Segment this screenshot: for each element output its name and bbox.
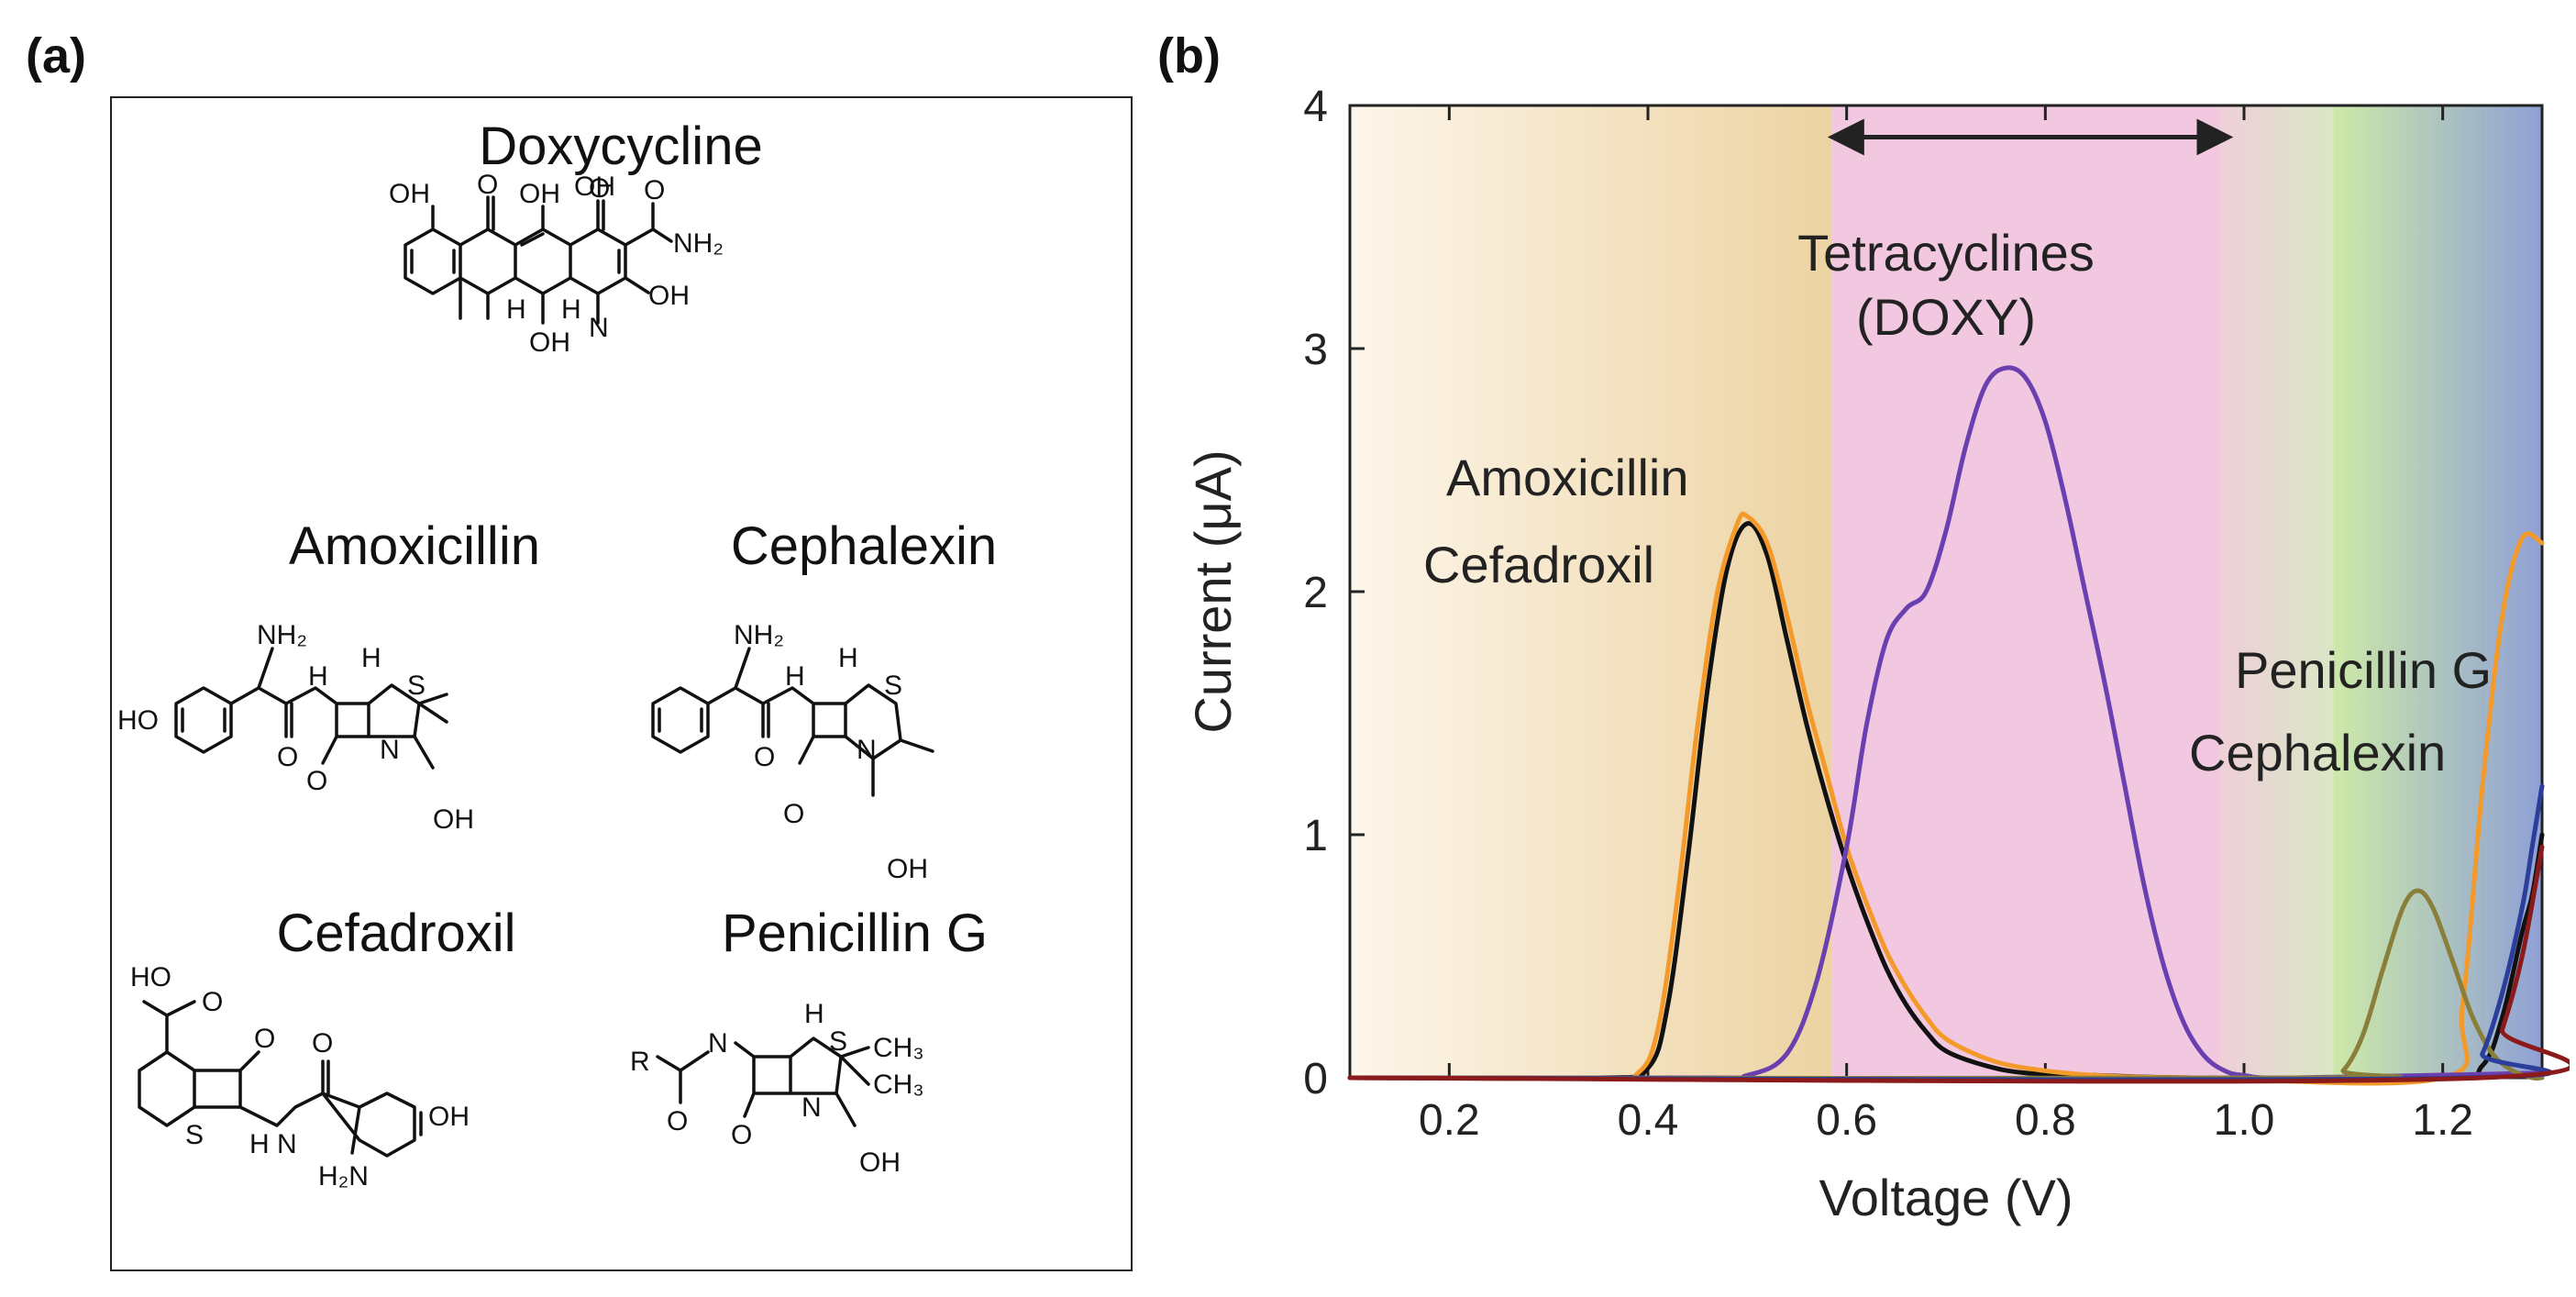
svg-text:H₂N: H₂N — [318, 1161, 369, 1192]
doxycycline-name: Doxycycline — [479, 116, 762, 176]
svg-text:H: H — [506, 294, 526, 325]
transition-region — [2218, 105, 2334, 1078]
svg-text:OH: OH — [648, 281, 690, 311]
x-tick-label: 1.2 — [2412, 1096, 2473, 1145]
svg-text:OH: OH — [428, 1102, 470, 1132]
svg-text:OH: OH — [519, 179, 560, 209]
y-tick-label: 4 — [1303, 87, 1328, 131]
svg-text:N: N — [589, 313, 609, 343]
svg-text:CH₃: CH₃ — [873, 1070, 924, 1100]
svg-text:NH₂: NH₂ — [734, 620, 784, 650]
penicillin-cephalexin-region — [2333, 105, 2542, 1078]
svg-text:O: O — [277, 742, 298, 772]
y-tick-label: 0 — [1303, 1055, 1328, 1103]
annotation-doxy: (DOXY) — [1856, 288, 2036, 346]
x-tick-label: 1.0 — [2214, 1096, 2275, 1145]
cefadroxil-name: Cefadroxil — [276, 903, 515, 963]
amoxicillin-cefadroxil-region — [1350, 105, 1832, 1078]
svg-text:OH: OH — [433, 804, 474, 835]
annotation-layer: Amoxicillin Cefadroxil Tetracyclines (DO… — [1423, 118, 2492, 782]
svg-text:O: O — [667, 1106, 688, 1136]
cephalexin-structure — [651, 647, 934, 797]
svg-text:HO: HO — [130, 962, 171, 992]
svg-text:H: H — [785, 661, 805, 692]
x-tick-label: 0.2 — [1419, 1096, 1480, 1145]
svg-text:O: O — [254, 1024, 275, 1054]
series-layer — [1347, 365, 2570, 1086]
x-tick-label: 0.6 — [1816, 1096, 1877, 1145]
svg-text:H: H — [561, 294, 581, 325]
x-tick-label: 0.8 — [2015, 1096, 2076, 1145]
svg-text:N: N — [802, 1092, 822, 1123]
annotation-tetracyclines: Tetracyclines — [1797, 224, 2095, 282]
svg-text:S: S — [407, 671, 426, 701]
svg-text:NH₂: NH₂ — [673, 228, 724, 259]
svg-text:N: N — [708, 1028, 728, 1059]
svg-text:O: O — [754, 742, 775, 772]
x-axis-title: Voltage (V) — [1819, 1169, 2073, 1226]
svg-text:HO: HO — [117, 705, 159, 736]
svg-text:R: R — [630, 1047, 650, 1077]
annotation-cefadroxil: Cefadroxil — [1423, 536, 1654, 593]
annotation-amoxicillin: Amoxicillin — [1446, 449, 1689, 506]
annotation-cephalexin: Cephalexin — [2189, 724, 2446, 782]
structures-panel: Doxycycline OH O OH OH O O NH₂ OH H H OH… — [110, 96, 1133, 1271]
doxycycline-structure — [404, 195, 673, 325]
annotation-penicillin-g: Penicillin G — [2235, 641, 2492, 699]
voltammetry-chart: 0.2 0.4 0.6 0.8 1.0 1.2 0 1 2 3 4 Voltage (V) Curren… — [1184, 87, 2570, 1226]
svg-text:H: H — [308, 661, 328, 692]
svg-text:N: N — [380, 735, 400, 765]
svg-text:OH: OH — [859, 1147, 901, 1178]
svg-text:O: O — [589, 173, 610, 204]
svg-text:OH: OH — [529, 327, 570, 358]
panel-label-b: (b) — [1157, 28, 1221, 83]
svg-text:NH₂: NH₂ — [257, 620, 307, 650]
penicillin-g-name: Penicillin G — [722, 903, 988, 963]
svg-text:H: H — [361, 643, 381, 673]
x-tick-label: 0.4 — [1618, 1096, 1679, 1145]
series-baseline — [1347, 844, 2570, 1084]
svg-text:O: O — [783, 799, 804, 829]
y-tick-label: 2 — [1303, 569, 1328, 617]
y-axis-title: Current (μA) — [1184, 449, 1242, 733]
svg-text:H: H — [838, 643, 858, 673]
amoxicillin-name: Amoxicillin — [289, 516, 540, 576]
svg-text:N: N — [857, 735, 877, 765]
svg-text:OH: OH — [887, 854, 928, 884]
series-doxycycline — [1347, 365, 2545, 1081]
y-tick-label: 3 — [1303, 326, 1328, 374]
svg-text:O: O — [644, 175, 665, 205]
amoxicillin-structure — [174, 647, 448, 770]
svg-text:CH₃: CH₃ — [873, 1033, 924, 1063]
svg-text:S: S — [829, 1026, 847, 1057]
svg-text:O: O — [312, 1028, 333, 1059]
svg-text:H: H — [804, 999, 824, 1029]
tetracyclines-region — [1831, 105, 2219, 1078]
structures-drawing: Doxycycline OH O OH OH O O NH₂ OH H H OH… — [117, 116, 997, 1192]
svg-text:O: O — [477, 170, 498, 200]
svg-text:O: O — [731, 1120, 752, 1150]
svg-text:OH: OH — [574, 172, 615, 202]
cephalexin-name: Cephalexin — [731, 516, 997, 576]
cefadroxil-structure — [138, 1000, 423, 1158]
regions-layer — [1350, 105, 2542, 1078]
svg-text:N: N — [277, 1129, 297, 1159]
penicillin-g-structure — [656, 1036, 870, 1127]
svg-text:OH: OH — [389, 179, 430, 209]
panel-label-a: (a) — [26, 28, 86, 83]
svg-text:H: H — [249, 1129, 270, 1159]
series-amoxicillin — [1347, 511, 2545, 1086]
y-tick-label: 1 — [1303, 812, 1328, 860]
svg-text:O: O — [306, 766, 327, 796]
svg-text:O: O — [202, 987, 223, 1017]
svg-text:S: S — [884, 671, 902, 701]
svg-text:S: S — [185, 1120, 204, 1150]
